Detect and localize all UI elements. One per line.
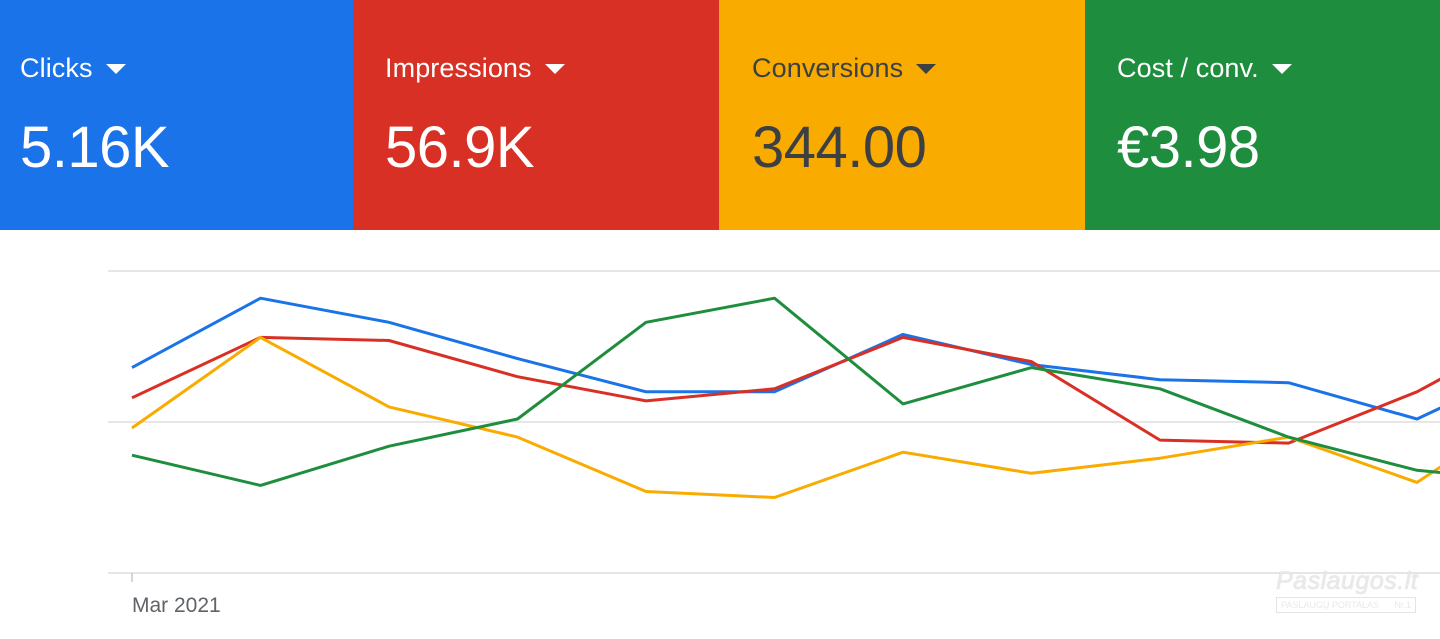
clicks-card[interactable]: Clicks 5.16K [0,0,353,230]
cost-per-conversion-title: Cost / conv. [1117,52,1259,83]
impressions-value: 56.9K [385,115,535,180]
conversions-value: 344.00 [752,115,927,180]
x-tick-label: Mar 2021 [132,594,221,617]
watermark-brand: Paslaugos.lt [1276,567,1419,595]
clicks-title: Clicks [20,52,93,83]
series-group [131,296,1440,499]
series-line-2 [131,335,1440,445]
clicks-value: 5.16K [20,115,170,180]
watermark-logo: Paslaugos.lt PASLAUGŲ PORTALAS Nr.1 [1276,567,1419,617]
impressions-card[interactable]: Impressions 56.9K [353,0,719,230]
cost-per-conversion-card[interactable]: Cost / conv. €3.98 [1085,0,1440,230]
series-line-3 [131,335,1440,499]
arrow-drop-down-icon[interactable] [916,64,937,74]
watermark-badge: Nr.1 [1394,600,1411,610]
impressions-title: Impressions [385,52,532,83]
watermark-tagline-row: PASLAUGŲ PORTALAS Nr.1 [1276,597,1416,613]
series-line-4 [131,296,1440,487]
scorecard-row: Clicks 5.16K Impressions 56.9K Conversio… [0,0,1440,230]
arrow-drop-down-icon[interactable] [544,64,565,74]
arrow-drop-down-icon[interactable] [1271,64,1292,74]
gridlines [108,270,1440,582]
performance-line-chart: Mar 2021 [108,270,1440,617]
conversions-title: Conversions [752,52,904,83]
cost-per-conversion-value: €3.98 [1117,115,1260,180]
watermark-tagline: PASLAUGŲ PORTALAS [1281,600,1380,610]
arrow-drop-down-icon[interactable] [105,64,126,74]
series-line-1 [131,296,1440,421]
conversions-card[interactable]: Conversions 344.00 [719,0,1085,230]
